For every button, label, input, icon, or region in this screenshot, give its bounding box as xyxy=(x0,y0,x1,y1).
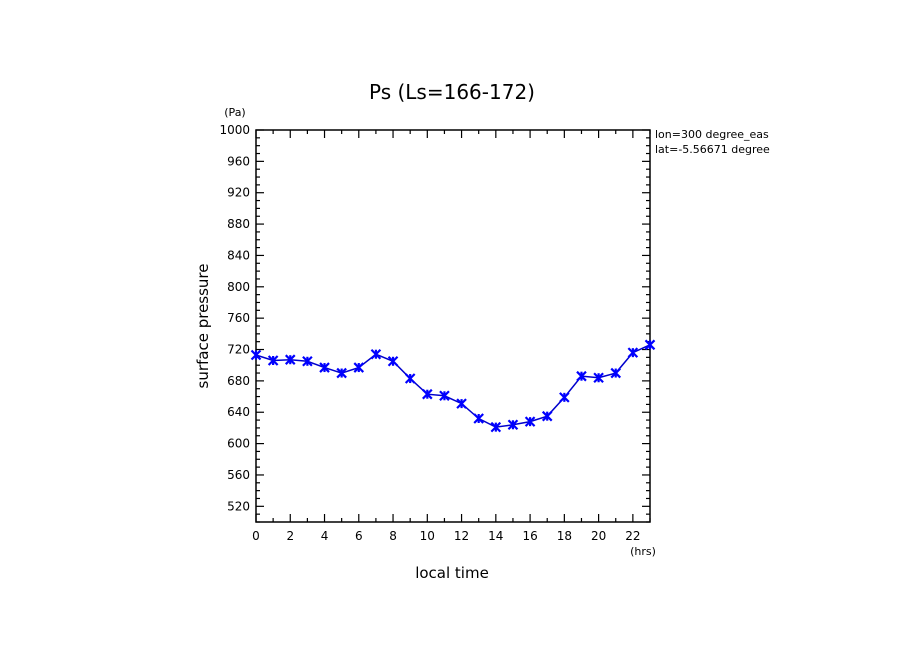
y-tick-label: 560 xyxy=(227,468,250,482)
x-tick-label: 20 xyxy=(591,529,606,543)
x-tick-label: 4 xyxy=(321,529,329,543)
data-point xyxy=(353,362,365,373)
data-point xyxy=(559,392,570,403)
chart-title: Ps (Ls=166-172) xyxy=(369,80,535,104)
data-point xyxy=(456,398,467,409)
data-point xyxy=(524,416,536,427)
data-point xyxy=(422,388,433,400)
annotation-lat: lat=-5.56671 degree xyxy=(655,143,770,156)
x-tick-label: 12 xyxy=(454,529,469,543)
data-point xyxy=(387,356,399,367)
x-tick-label: 14 xyxy=(488,529,503,543)
x-tick-label: 22 xyxy=(625,529,640,543)
y-tick-label: 800 xyxy=(227,280,250,294)
data-point xyxy=(490,421,502,433)
y-tick-label: 680 xyxy=(227,374,250,388)
y-tick-labels: 520 560 600 640 680 720 760 800 840 880 920 960 1000 xyxy=(219,123,250,513)
data-point xyxy=(610,367,622,379)
annotation-lon: lon=300 degree_eas xyxy=(655,128,769,141)
series-line xyxy=(255,344,651,428)
data-point xyxy=(370,348,382,360)
x-tick-label: 0 xyxy=(252,529,260,543)
y-axis-label: surface pressure xyxy=(194,264,212,389)
y-tick-label: 600 xyxy=(227,437,250,451)
data-point xyxy=(302,356,313,367)
data-point xyxy=(284,354,296,365)
data-point xyxy=(644,339,656,351)
x-tick-label: 6 xyxy=(355,529,363,543)
y-tick-label: 880 xyxy=(227,217,250,231)
x-tick-label: 2 xyxy=(286,529,294,543)
x-axis-label: local time xyxy=(415,564,489,582)
data-point xyxy=(507,419,519,431)
x-tick-label: 8 xyxy=(389,529,397,543)
y-tick-label: 960 xyxy=(227,154,250,168)
series-surface-pressure xyxy=(250,339,656,433)
y-tick-label: 720 xyxy=(227,343,250,357)
plot-frame xyxy=(255,129,651,523)
x-tick-label: 18 xyxy=(557,529,572,543)
data-point xyxy=(541,410,553,422)
data-point xyxy=(593,372,604,384)
data-point xyxy=(319,362,330,373)
data-point xyxy=(627,347,639,358)
y-tick-label: 520 xyxy=(227,499,250,513)
data-point xyxy=(404,373,416,384)
data-point xyxy=(336,367,347,379)
axis-ticks xyxy=(255,129,651,523)
data-point xyxy=(250,349,262,361)
x-tick-labels: 0 2 4 6 8 10 12 14 16 18 20 22 xyxy=(252,529,640,543)
x-tick-label: 10 xyxy=(420,529,435,543)
data-point xyxy=(473,413,484,424)
y-tick-label: 760 xyxy=(227,311,250,325)
data-point xyxy=(576,370,587,382)
y-tick-label: 640 xyxy=(227,405,250,419)
y-tick-label: 920 xyxy=(227,186,250,200)
y-tick-label: 840 xyxy=(227,248,250,262)
x-tick-label: 16 xyxy=(522,529,537,543)
y-tick-label: 1000 xyxy=(219,123,250,137)
x-unit: (hrs) xyxy=(630,545,656,558)
data-point xyxy=(439,390,450,402)
data-point xyxy=(267,355,279,366)
y-unit: (Pa) xyxy=(224,106,245,119)
